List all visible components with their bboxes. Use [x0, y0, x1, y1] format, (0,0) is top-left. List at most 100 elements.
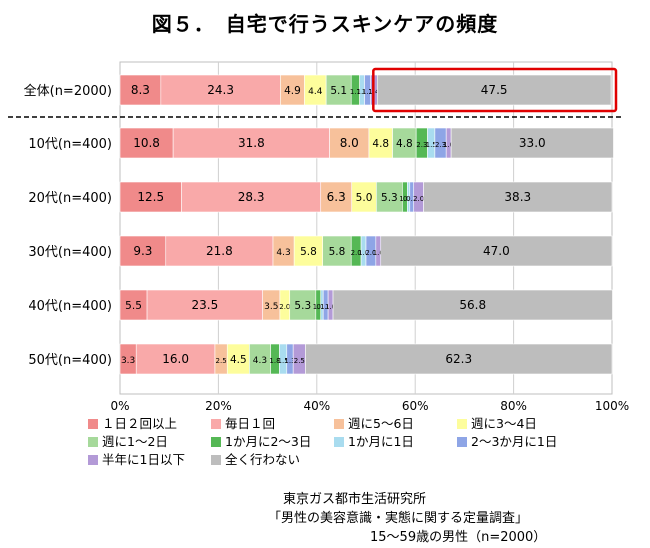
data-label: 3.3 [121, 356, 135, 366]
category-label: 40代(n=400) [28, 299, 112, 314]
data-label: 5.0 [356, 192, 373, 204]
bar-segment [329, 127, 370, 159]
bar-segment [119, 235, 167, 267]
data-label: 1.0 [320, 303, 331, 311]
data-label: 8.0 [340, 136, 359, 150]
data-label: 0.5 [403, 195, 414, 203]
legend-label: 2～3か月に1日 [471, 434, 558, 449]
legend-item: 週に3～4日 [457, 413, 537, 432]
legend-label: 1か月に2～3日 [225, 434, 312, 449]
legend-item: 半年に1日以下 [88, 449, 185, 468]
data-label: 12.5 [137, 190, 164, 204]
highlight-box [372, 67, 618, 113]
legend-item: 毎日１回 [211, 413, 275, 432]
legend-swatch [457, 419, 467, 429]
data-label: 1.5 [426, 141, 437, 149]
category-label: 50代(n=400) [28, 353, 112, 368]
data-label: 4.3 [253, 356, 267, 366]
bar-segment [305, 343, 613, 375]
data-label: 2.0 [351, 249, 362, 257]
legend-item: １日２回以上 [88, 413, 177, 432]
data-label: 5.1 [330, 85, 347, 97]
bar-segment [172, 127, 330, 159]
data-label: 5.5 [125, 300, 142, 312]
data-label: 5.3 [381, 192, 398, 204]
data-label: 1.0 [373, 249, 384, 257]
legend-label: 週に3～4日 [471, 416, 537, 431]
data-label: 5.8 [329, 246, 346, 258]
plot-frame [119, 61, 613, 395]
bar-segment [289, 289, 317, 321]
bar-segment [119, 74, 162, 106]
bar-segment [280, 74, 305, 106]
source-organization: 東京ガス都市生活研究所 [283, 492, 427, 507]
legend-swatch [211, 419, 221, 429]
legend-swatch [334, 419, 344, 429]
legend-swatch [88, 437, 98, 447]
data-label: 1.8 [269, 357, 280, 365]
data-label: 3.5 [264, 302, 278, 312]
data-label: 2.3 [435, 141, 446, 149]
data-label: 4.4 [308, 87, 323, 97]
bar-segment [119, 127, 174, 159]
category-label: 全体(n=2000) [24, 83, 112, 99]
legend-swatch [211, 455, 221, 465]
data-label: 5.3 [294, 300, 311, 312]
data-label: 1.0 [443, 141, 454, 149]
category-label: 20代(n=400) [28, 191, 112, 206]
bar-segment [160, 74, 281, 106]
bar-segment [423, 181, 613, 213]
bar-segment [322, 235, 352, 267]
legend-label: 全く行わない [225, 452, 301, 467]
legend-label: 半年に1日以下 [102, 452, 185, 467]
data-label: 28.3 [238, 190, 265, 204]
data-label: 4.3 [276, 248, 290, 258]
data-label: 24.3 [207, 83, 234, 97]
data-label: 1.0 [356, 88, 367, 96]
legend-label: 毎日１回 [225, 416, 276, 431]
legend-swatch [457, 437, 467, 447]
data-label: 1.3 [284, 357, 295, 365]
legend-item: 1か月に1日 [334, 431, 414, 450]
data-label: 62.3 [445, 352, 472, 366]
data-label: 4.8 [396, 138, 413, 150]
data-label: 0.8 [406, 195, 417, 203]
legend-item: 2～3か月に1日 [457, 431, 557, 450]
data-label: 1.0 [313, 303, 324, 311]
data-label: 4.5 [230, 354, 247, 366]
bar-segment [119, 181, 182, 213]
data-label: 31.8 [238, 136, 265, 150]
data-label: 2.0 [279, 303, 290, 311]
source-sample: 15～59歳の男性（n=2000） [370, 530, 547, 545]
data-label: 38.3 [504, 190, 531, 204]
data-label: 2.0 [365, 249, 376, 257]
x-tick-label: 20% [205, 399, 232, 413]
data-label: 2.0 [413, 195, 424, 203]
bar-segment [119, 289, 148, 321]
data-label: 1.0 [399, 195, 410, 203]
data-label: 4.9 [284, 85, 301, 97]
legend-label: １日２回以上 [102, 416, 178, 431]
data-label: 2.3 [416, 141, 427, 149]
data-label: 0.5 [316, 303, 327, 311]
legend-label: 週に5～6日 [348, 416, 414, 431]
x-tick-label: 0% [110, 399, 129, 413]
data-label: 1.7 [350, 88, 361, 96]
x-tick-label: 80% [500, 399, 527, 413]
data-label: 1.5 [278, 357, 289, 365]
data-label: 2.5 [216, 357, 227, 365]
legend-swatch [88, 419, 98, 429]
legend-label: 1か月に1日 [348, 434, 414, 449]
legend-swatch [211, 437, 221, 447]
data-label: 1.0 [358, 249, 369, 257]
x-tick-label: 100% [595, 399, 629, 413]
data-label: 2.5 [294, 357, 305, 365]
data-label: 8.3 [131, 83, 150, 97]
legend-item: 1か月に2～3日 [211, 431, 311, 450]
data-label: 33.0 [519, 136, 546, 150]
x-tick-label: 40% [303, 399, 330, 413]
data-label: 6.3 [327, 190, 346, 204]
data-label: 1.0 [325, 303, 336, 311]
data-label: 23.5 [192, 298, 219, 312]
bar-segment [377, 74, 612, 106]
